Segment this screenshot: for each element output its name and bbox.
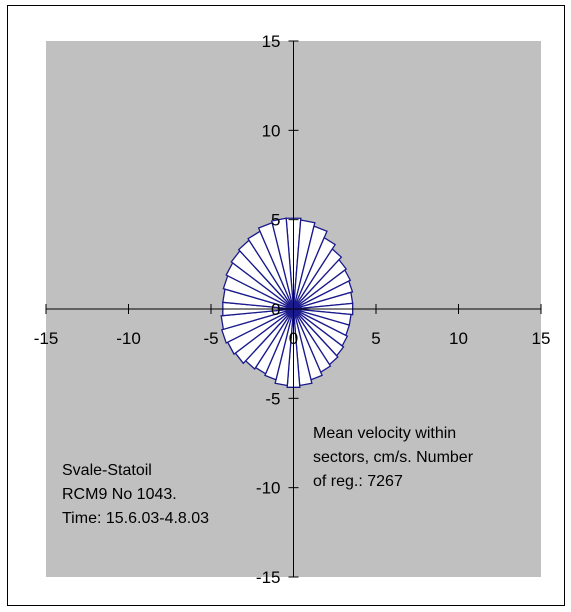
y-tick-label: 15 bbox=[262, 32, 281, 51]
velocity-note-line-3: of reg.: 7267 bbox=[313, 473, 403, 490]
x-tick-label: 5 bbox=[371, 329, 380, 348]
y-tick-label: -15 bbox=[256, 568, 281, 587]
velocity-note-line-1: Mean velocity within bbox=[313, 425, 456, 442]
station-info-line-2: RCM9 No 1043. bbox=[62, 486, 177, 503]
axes-layer bbox=[45, 40, 542, 578]
y-tick-label: 10 bbox=[262, 121, 281, 140]
x-tick-label: -5 bbox=[203, 329, 218, 348]
x-tick-label: 15 bbox=[532, 329, 551, 348]
y-tick-label: 0 bbox=[271, 300, 280, 319]
velocity-note: Mean velocity within sectors, cm/s. Numbe… bbox=[313, 425, 474, 490]
station-info-line-3: Time: 15.6.03-4.8.03 bbox=[62, 510, 209, 527]
sectors-layer bbox=[220, 217, 354, 388]
x-tick-label: 0 bbox=[289, 329, 298, 348]
y-tick-label: -5 bbox=[265, 389, 280, 408]
x-tick-label: -15 bbox=[34, 329, 59, 348]
station-info-line-1: Svale-Statoil bbox=[62, 462, 152, 479]
sector-350 bbox=[270, 217, 295, 310]
x-tick-label: -10 bbox=[116, 329, 141, 348]
station-info: Svale-Statoil RCM9 No 1043. Time: 15.6.03-… bbox=[62, 462, 209, 527]
y-tick-label: 5 bbox=[271, 211, 280, 230]
velocity-note-line-2: sectors, cm/s. Number bbox=[313, 449, 474, 466]
y-tick-label: -10 bbox=[256, 479, 281, 498]
tick-labels: -15 -10 -5 0 5 10 15 -15 -10 -5 0 5 10 15 bbox=[34, 32, 551, 587]
x-tick-label: 10 bbox=[449, 329, 468, 348]
